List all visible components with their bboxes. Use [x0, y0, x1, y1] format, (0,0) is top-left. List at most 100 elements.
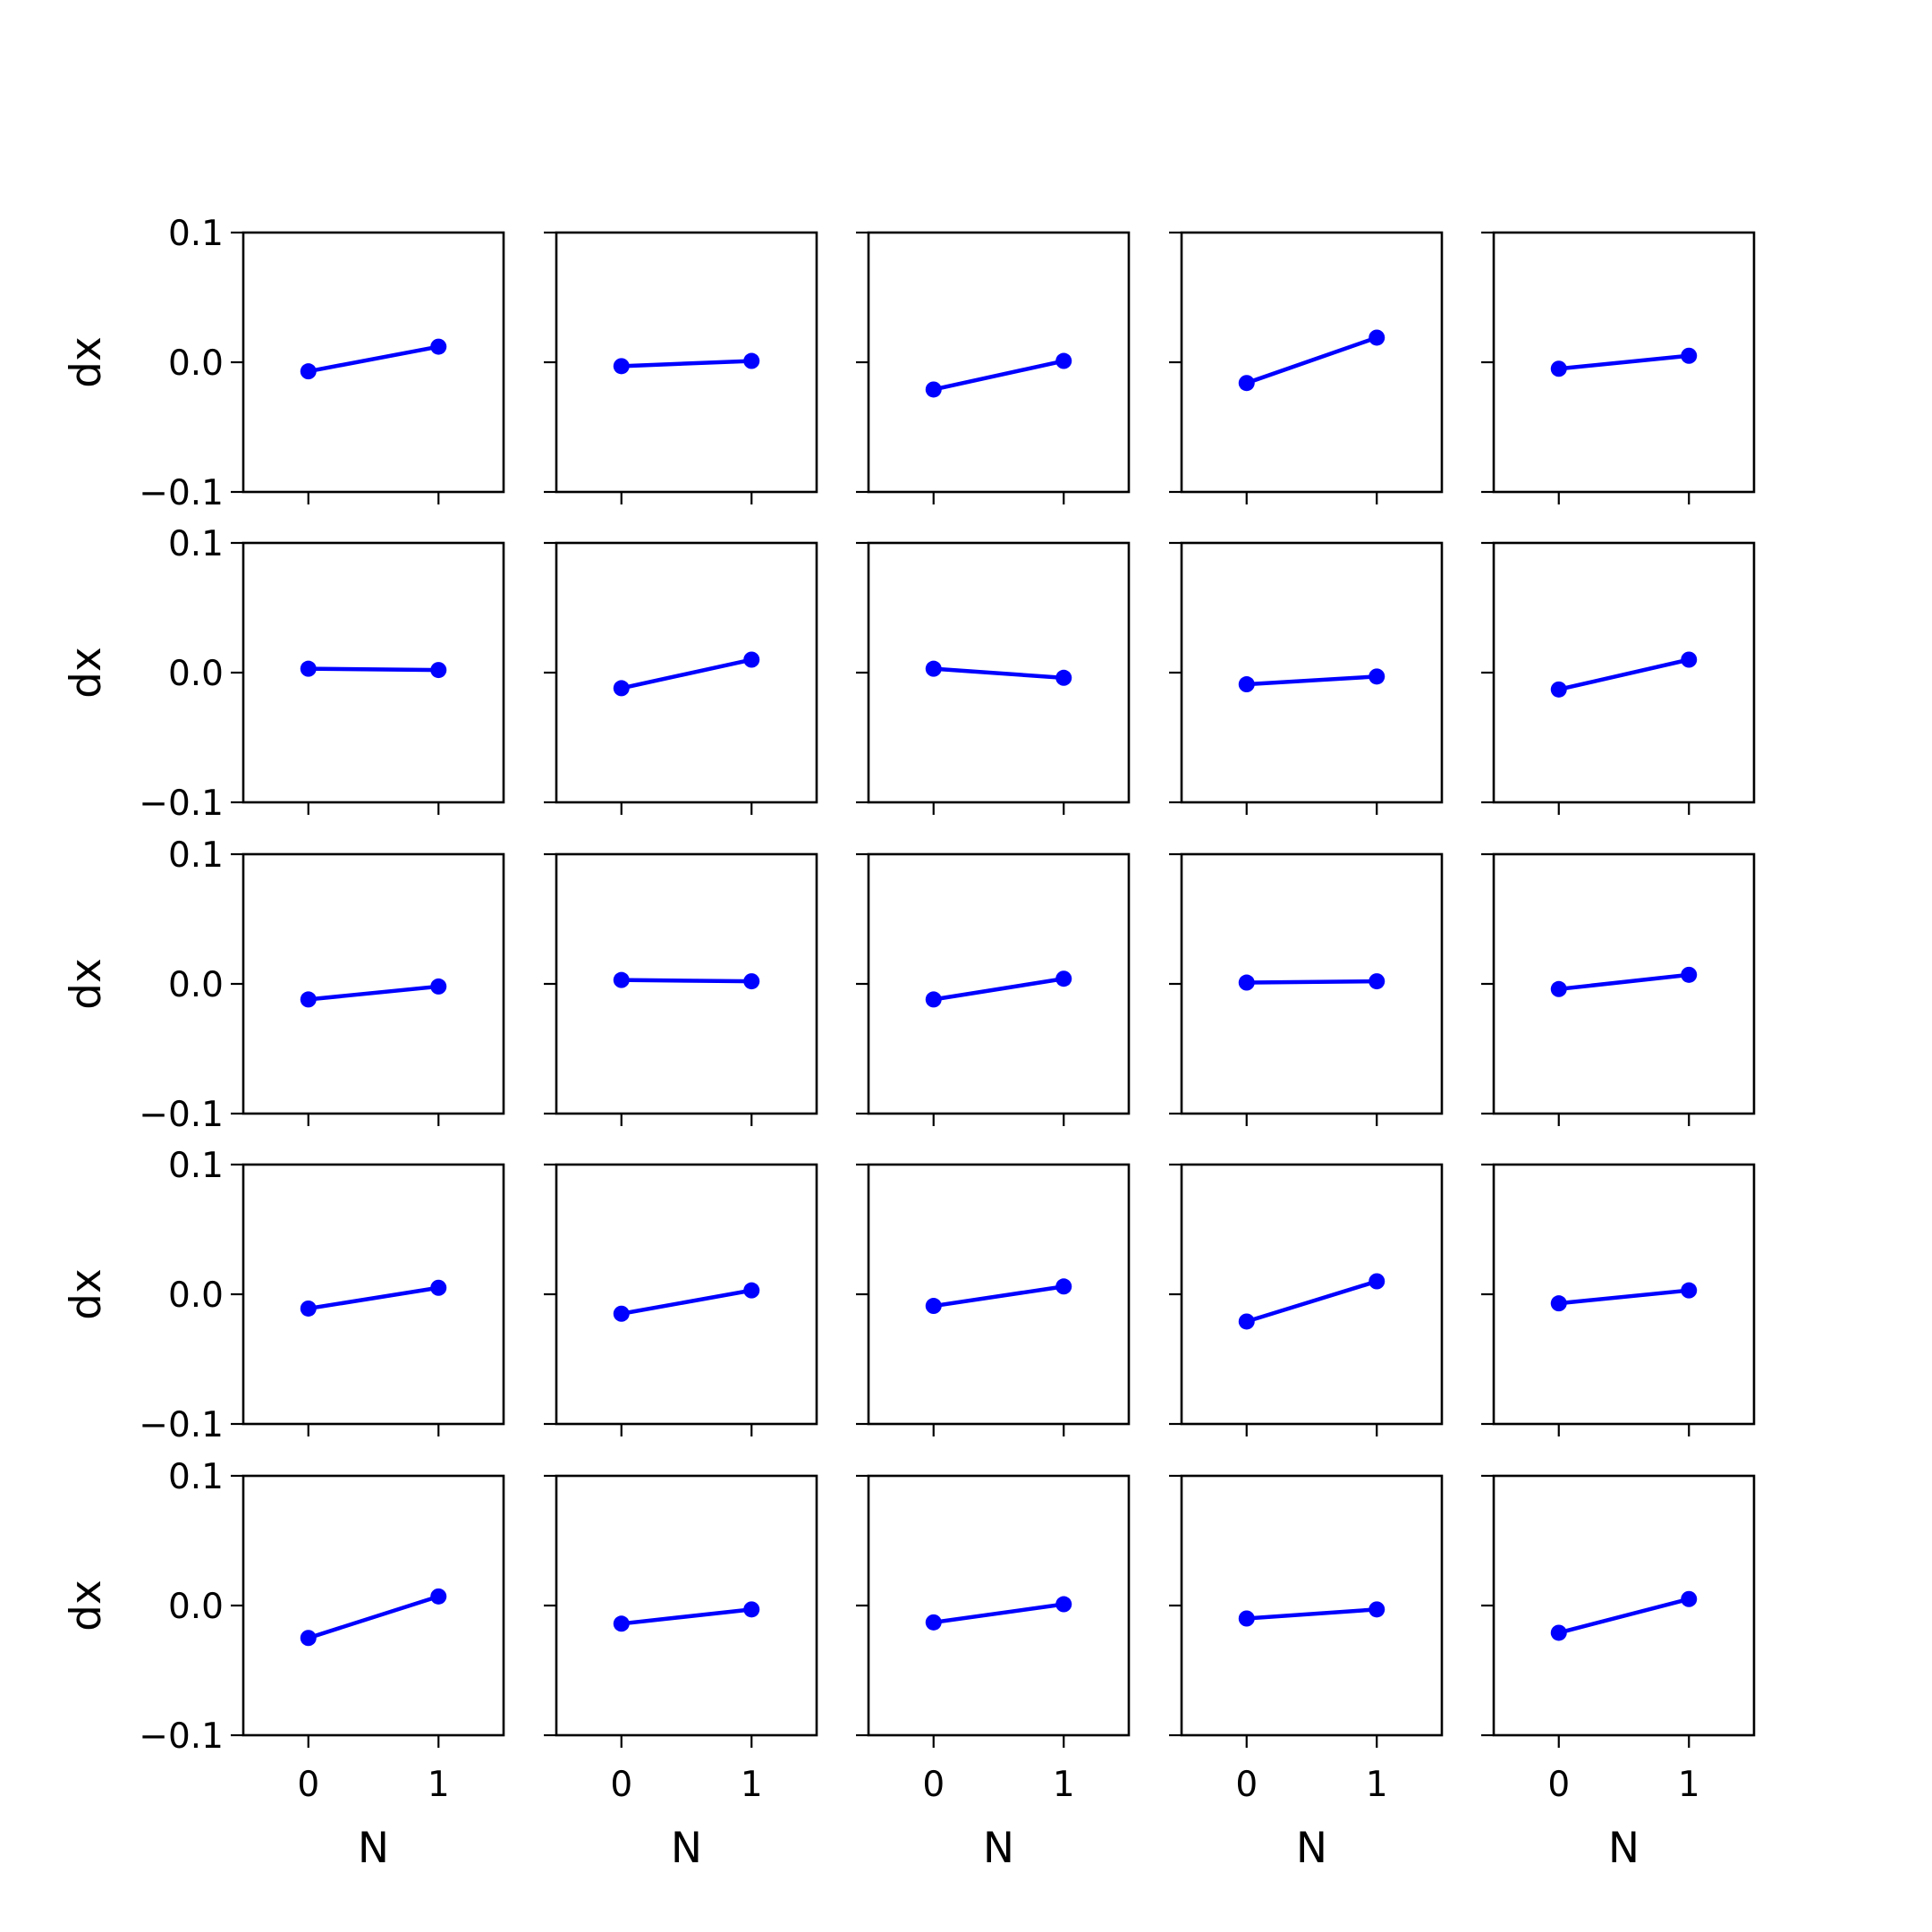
series-line: [1244, 979, 1379, 985]
data-point: [1681, 1590, 1698, 1607]
y-tick-label: 0.0: [168, 343, 224, 384]
y-axis-label: dx: [62, 647, 111, 699]
y-tick-label: 0.0: [168, 1587, 224, 1627]
data-point: [1055, 352, 1072, 369]
data-point: [430, 662, 447, 679]
y-tick-label: 0.1: [168, 835, 224, 876]
series-line: [1556, 972, 1691, 992]
series-line: [931, 666, 1066, 681]
y-tick-label: −0.1: [139, 1716, 224, 1757]
x-tick-label: 1: [1366, 1765, 1388, 1805]
data-point: [925, 660, 942, 677]
y-tick-label: 0.1: [168, 214, 224, 254]
data-point: [300, 1300, 317, 1317]
series-line: [1244, 1606, 1379, 1621]
y-axis-label: dx: [62, 336, 111, 388]
x-tick-label: 0: [297, 1765, 319, 1805]
series-line: [1556, 1288, 1691, 1306]
panel-r3-c4: [1481, 1163, 1756, 1436]
data-point: [1368, 1273, 1385, 1290]
data-point: [1055, 1278, 1072, 1295]
x-tick-label: 0: [922, 1765, 945, 1805]
panel-r4-c0: 0.1 0.0 −0.1 0 1 dx N: [62, 1457, 505, 1873]
panel-r3-c1: [544, 1163, 818, 1436]
data-point: [1368, 1601, 1385, 1618]
series-line: [1243, 1278, 1380, 1325]
data-point: [613, 971, 630, 988]
panel-r0-c2: [856, 231, 1131, 504]
series-line: [305, 1594, 442, 1641]
panel-r2-c4: [1481, 852, 1756, 1126]
data-point: [430, 978, 447, 995]
series-line: [1244, 674, 1379, 687]
x-axis-label: N: [1608, 1824, 1640, 1873]
y-axis-label: dx: [62, 1580, 111, 1631]
x-tick-label: 1: [428, 1765, 450, 1805]
data-point: [925, 381, 942, 398]
y-tick-label: 0.1: [168, 1457, 224, 1497]
data-point: [1368, 329, 1385, 346]
data-point: [743, 352, 760, 369]
data-point: [1681, 966, 1698, 983]
series-line: [619, 359, 754, 369]
x-tick-label: 0: [610, 1765, 632, 1805]
data-point: [613, 680, 630, 697]
data-point: [1681, 347, 1698, 364]
panel-r1-c0: 0.1 0.0 −0.1 dx: [62, 524, 505, 824]
data-point: [1238, 375, 1255, 392]
y-tick-label: −0.1: [139, 473, 224, 513]
panel-r2-c0: 0.1 0.0 −0.1 dx: [62, 835, 505, 1135]
y-tick-label: −0.1: [139, 784, 224, 824]
data-point: [743, 1601, 760, 1618]
data-point: [743, 1282, 760, 1299]
x-axis-label: N: [983, 1824, 1014, 1873]
x-tick-label: 1: [1678, 1765, 1700, 1805]
data-point: [1550, 681, 1567, 698]
data-point: [430, 338, 447, 355]
panel-r4-c3: 0 1N: [1169, 1474, 1444, 1873]
data-point: [1238, 1313, 1255, 1330]
data-point: [1681, 1282, 1698, 1299]
data-point: [300, 1630, 317, 1647]
data-point: [1550, 360, 1567, 377]
data-point: [430, 1588, 447, 1605]
y-tick-label: 0.0: [168, 965, 224, 1005]
data-point: [1055, 669, 1072, 686]
y-tick-label: 0.0: [168, 1275, 224, 1316]
data-point: [1368, 668, 1385, 685]
y-axis-label: dx: [62, 958, 111, 1010]
data-point: [1681, 651, 1698, 668]
y-tick-label: 0.1: [168, 1146, 224, 1186]
panel-r3-c3: [1169, 1163, 1444, 1436]
data-point: [1550, 1624, 1567, 1641]
data-point: [925, 991, 942, 1008]
series-line: [931, 1284, 1066, 1309]
data-point: [430, 1279, 447, 1296]
x-axis-label: N: [358, 1824, 389, 1873]
panel-r1-c3: [1169, 541, 1444, 815]
panel-r2-c1: [544, 852, 818, 1126]
x-tick-label: 0: [1547, 1765, 1570, 1805]
panel-grid: 0.10.0−0.1dx0.10.0−0.1dx0.10.0−0.1dx0.10…: [62, 214, 1756, 1873]
series-line: [931, 1602, 1066, 1625]
data-point: [1550, 1295, 1567, 1312]
x-tick-label: 0: [1235, 1765, 1258, 1805]
panel-r1-c2: [856, 541, 1131, 815]
data-point: [613, 358, 630, 375]
panel-r0-c3: [1169, 231, 1444, 504]
series-line: [1243, 335, 1380, 386]
panel-r2-c3: [1169, 852, 1444, 1126]
series-line: [619, 978, 754, 984]
data-point: [1055, 970, 1072, 987]
panel-r2-c2: [856, 852, 1131, 1126]
data-point: [743, 651, 760, 668]
data-point: [300, 660, 317, 677]
panel-r3-c0: 0.1 0.0 −0.1 dx: [62, 1146, 505, 1445]
data-point: [613, 1615, 630, 1632]
x-tick-label: 1: [741, 1765, 763, 1805]
data-point: [300, 363, 317, 380]
y-tick-label: 0.1: [168, 524, 224, 564]
y-tick-label: −0.1: [139, 1095, 224, 1135]
panel-r0-c1: [544, 231, 818, 504]
